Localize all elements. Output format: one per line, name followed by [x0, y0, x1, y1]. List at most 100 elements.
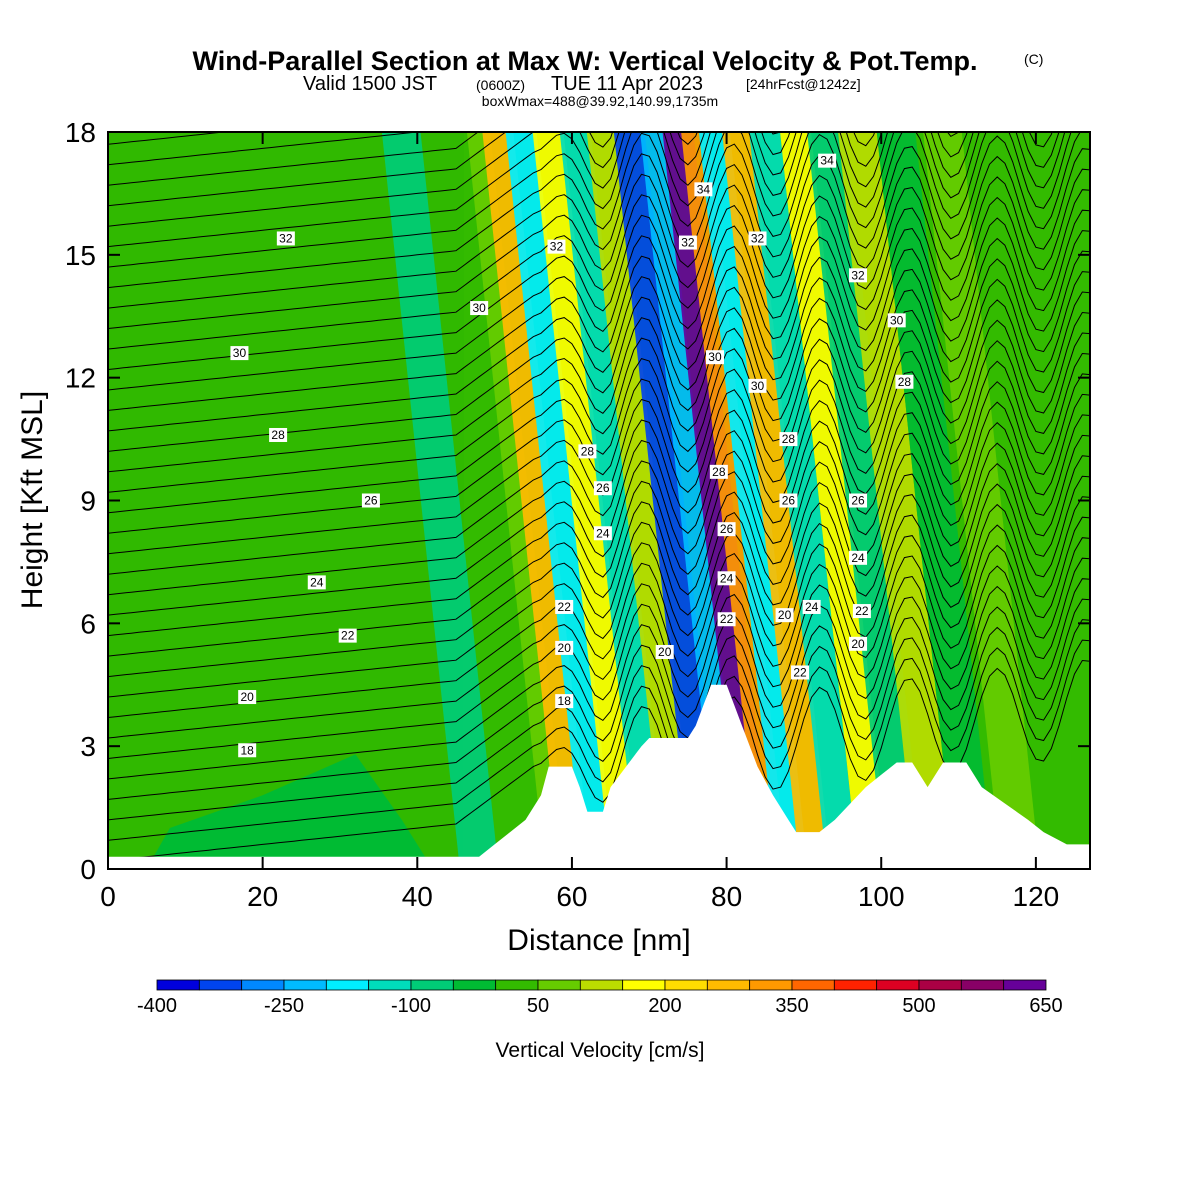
contour-labels: 18 18 20 20 20 20 20 22 22 22 22 22 24 24 24 24 24 26 26 26…: [230, 153, 914, 758]
theta-contour-line: [108, 434, 1090, 637]
velocity-band: [586, 132, 696, 869]
theta-contour-line: [108, 209, 1090, 411]
contour-label: 30: [751, 379, 765, 393]
y-tick-label: 6: [80, 608, 96, 639]
theta-contour-line: [108, 148, 1090, 350]
colorbar-swatch: [537, 979, 581, 991]
contour-label-box: [361, 493, 380, 508]
contour-label-box: [852, 604, 871, 619]
contour-label-box: [717, 612, 736, 627]
theta-contour-line: [108, 132, 1072, 309]
theta-contour-line: [108, 230, 1090, 432]
velocity-band: [749, 132, 859, 869]
contour-label-box: [593, 526, 612, 541]
x-tick-label: 80: [711, 881, 742, 912]
colorbar-tick-label: 500: [902, 995, 935, 1017]
y-tick-label: 18: [65, 117, 96, 148]
colorbar-swatch: [368, 979, 412, 991]
contour-label: 28: [712, 465, 726, 479]
contour-label-box: [775, 608, 794, 623]
theta-contour-line: [108, 557, 1090, 759]
contour-label: 30: [890, 313, 904, 327]
velocity-band: [923, 132, 1040, 869]
velocity-bands: [108, 132, 1040, 869]
colorbar-swatch: [749, 979, 793, 991]
contour-label: 32: [751, 231, 765, 245]
forecast-label: [24hrFcst@1242z]: [746, 76, 861, 92]
contour-label: 24: [720, 571, 734, 585]
colorbar-tick-label: 650: [1029, 995, 1062, 1017]
theta-contour-line: [108, 291, 1090, 493]
x-tick-label: 20: [247, 881, 278, 912]
theta-contour-line: [108, 189, 1090, 391]
colorbar: [156, 979, 1047, 991]
contour-label: 20: [241, 690, 255, 704]
contour-label-box: [555, 694, 574, 709]
contour-label: 34: [820, 154, 834, 168]
colorbar-swatch: [791, 979, 835, 991]
velocity-band: [482, 132, 592, 869]
contour-label-box: [307, 575, 326, 590]
colorbar-swatch: [579, 979, 624, 991]
velocity-band: [613, 132, 723, 869]
y-tick-label: 0: [80, 854, 96, 885]
theta-contour-line: [108, 537, 1090, 739]
colorbar-tick-label: 350: [775, 995, 808, 1017]
x-tick-label: 120: [1013, 881, 1060, 912]
velocity-band: [722, 132, 831, 869]
colorbar-swatch: [156, 979, 200, 991]
contour-label: 34: [697, 182, 711, 196]
contour-label-box: [748, 378, 767, 393]
theta-contour-line: [108, 475, 1090, 678]
colorbar-swatch: [410, 979, 454, 991]
velocity-band: [838, 132, 955, 869]
contour-label-box: [593, 481, 612, 496]
colorbar-tick-label: -100: [391, 995, 431, 1017]
colorbar-tick-label: 50: [527, 995, 549, 1017]
velocity-band: [640, 132, 743, 869]
valid-prefix: Valid 1500 JST: [303, 73, 437, 95]
colorbar-swatch: [918, 979, 962, 991]
colorbar-swatch: [198, 979, 243, 991]
contour-label: 26: [364, 494, 378, 508]
colorbar-swatch: [241, 979, 285, 991]
theta-contour-line: [108, 332, 1090, 534]
theta-contour-line: [108, 132, 1081, 329]
colorbar-swatch: [452, 979, 497, 991]
contour-label-box: [578, 444, 597, 459]
contour-label-box: [849, 493, 868, 508]
colorbar-title: Vertical Velocity [cm/s]: [496, 1039, 705, 1062]
contour-label: 24: [310, 575, 324, 589]
contour-label-box: [709, 464, 728, 479]
theta-contour-line: [108, 132, 782, 207]
contour-label-box: [655, 644, 674, 659]
colorbar-swatch: [622, 979, 666, 991]
contour-label: 30: [472, 301, 486, 315]
colorbar-swatch: [706, 979, 751, 991]
contour-label: 22: [855, 604, 869, 618]
y-axis: 0 3 6 9 12 15 18: [65, 117, 1090, 885]
y-tick-label: 12: [65, 363, 96, 394]
contour-label-box: [791, 665, 810, 680]
contour-label: 22: [341, 629, 355, 643]
contour-label-box: [547, 239, 566, 254]
contour-label-box: [238, 690, 257, 705]
contour-label-box: [849, 268, 868, 283]
y-tick-label: 9: [80, 486, 96, 517]
contour-label: 20: [778, 608, 792, 622]
valid-date: TUE 11 Apr 2023: [551, 73, 703, 95]
contour-label-box: [779, 432, 798, 447]
velocity-band: [381, 132, 499, 869]
y-axis-title: Height [Kft MSL]: [16, 391, 49, 609]
colorbar-tick-label: -400: [137, 995, 177, 1017]
theta-contour-line: [108, 132, 1060, 268]
x-tick-label: 0: [100, 881, 116, 912]
colorbar-tick-label: 200: [648, 995, 681, 1017]
contour-label: 18: [558, 694, 572, 708]
theta-contour-line: [108, 516, 1090, 718]
contour-label-box: [470, 301, 489, 316]
x-tick-label: 100: [858, 881, 905, 912]
colorbar-tick-labels: -400 -250 -100 50 200 350 500 650: [137, 995, 1063, 1017]
theta-contour-line: [108, 132, 1066, 289]
y-tick-label: 3: [80, 731, 96, 762]
